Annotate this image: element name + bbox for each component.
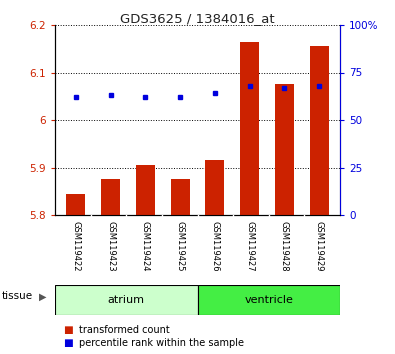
Bar xyxy=(101,179,120,215)
Bar xyxy=(136,165,155,215)
Text: transformed count: transformed count xyxy=(79,325,169,335)
Text: tissue: tissue xyxy=(2,291,33,302)
Text: GSM119429: GSM119429 xyxy=(315,221,324,271)
Text: GDS3625 / 1384016_at: GDS3625 / 1384016_at xyxy=(120,12,275,25)
Bar xyxy=(171,179,190,215)
Bar xyxy=(310,46,329,215)
Text: GSM119425: GSM119425 xyxy=(176,221,184,271)
Bar xyxy=(275,84,294,215)
Text: ventricle: ventricle xyxy=(245,295,293,305)
Bar xyxy=(198,285,340,315)
Text: percentile rank within the sample: percentile rank within the sample xyxy=(79,338,244,348)
Text: atrium: atrium xyxy=(108,295,145,305)
Bar xyxy=(240,42,259,215)
Text: ■: ■ xyxy=(63,325,73,335)
Text: ■: ■ xyxy=(63,338,73,348)
Bar xyxy=(205,160,224,215)
Text: GSM119424: GSM119424 xyxy=(141,221,150,271)
Bar xyxy=(55,285,198,315)
Text: GSM119422: GSM119422 xyxy=(71,221,80,271)
Text: GSM119427: GSM119427 xyxy=(245,221,254,271)
Text: ▶: ▶ xyxy=(40,291,47,302)
Text: GSM119426: GSM119426 xyxy=(211,221,219,271)
Bar xyxy=(66,194,85,215)
Text: GSM119423: GSM119423 xyxy=(106,221,115,271)
Text: GSM119428: GSM119428 xyxy=(280,221,289,271)
